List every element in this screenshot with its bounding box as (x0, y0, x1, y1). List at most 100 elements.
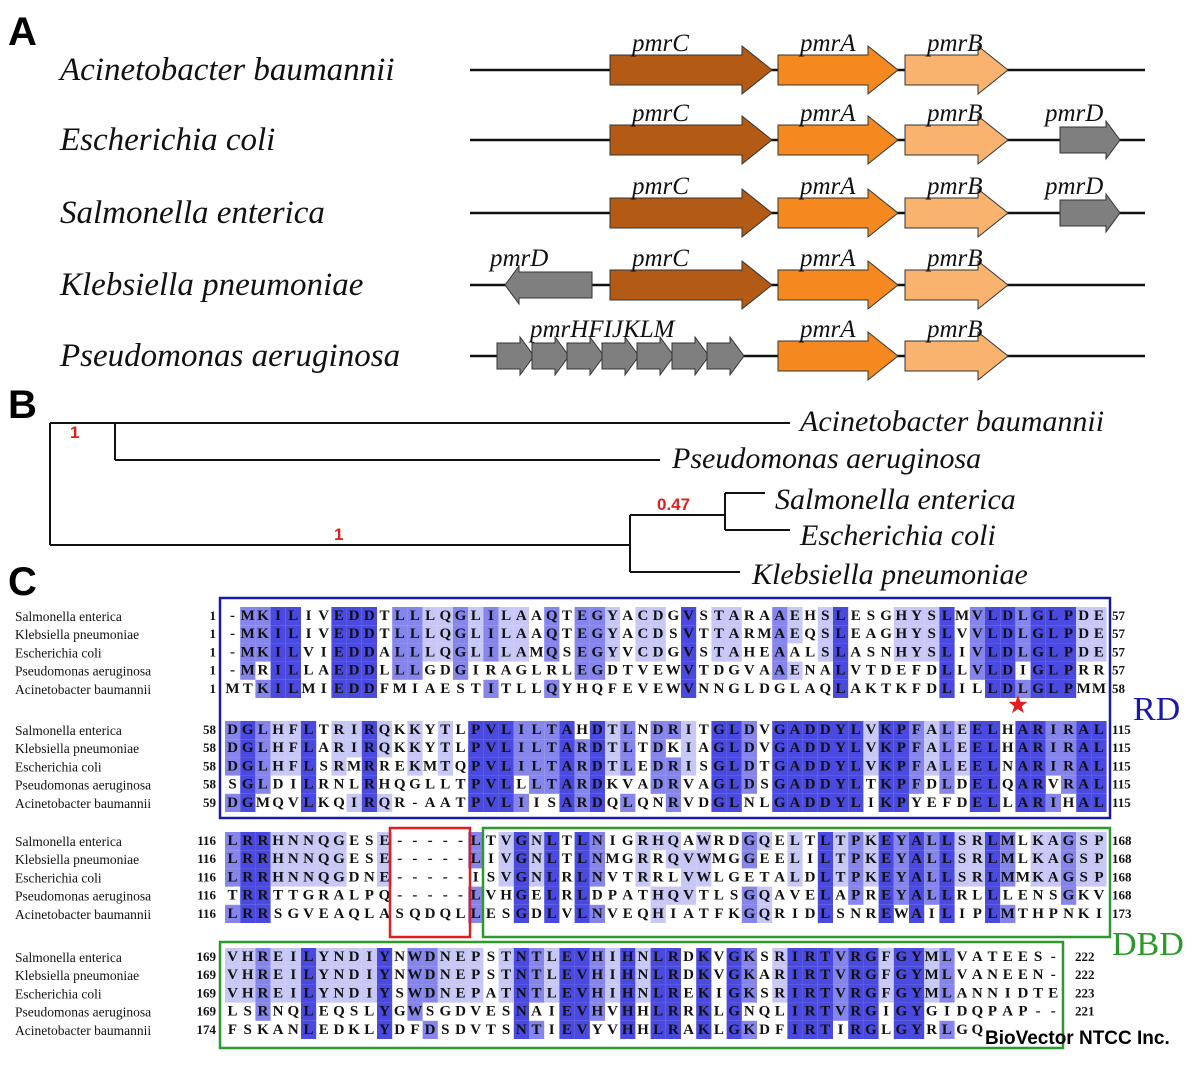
conservation-shade (650, 775, 666, 794)
residue: W (696, 869, 711, 885)
conservation-shade (878, 721, 894, 740)
residue: A (531, 608, 542, 624)
conservation-shade (665, 775, 681, 794)
residue: Y (835, 777, 846, 793)
conservation-shade (301, 948, 317, 967)
conservation-shade (377, 1002, 393, 1021)
residue: I (838, 1022, 844, 1038)
residue: A (1048, 869, 1059, 885)
residue: G (880, 608, 892, 624)
residue: S (958, 869, 966, 885)
residue: Y (379, 985, 390, 1001)
residue: R (333, 722, 344, 738)
conservation-shade (1000, 904, 1016, 923)
residue: D (729, 833, 740, 849)
residue: H (576, 722, 588, 738)
residue: I (306, 626, 312, 642)
residue: A (835, 888, 846, 904)
residue: M (1077, 681, 1091, 697)
residue: P (897, 777, 906, 793)
residue: M (423, 758, 437, 774)
residue: R (394, 795, 405, 811)
residue: P (1064, 644, 1073, 660)
conservation-shade (833, 793, 849, 812)
conservation-shade (817, 793, 833, 812)
conservation-shade (392, 625, 408, 644)
conservation-shade (909, 868, 925, 887)
conservation-shade (331, 679, 347, 698)
residue: S (730, 888, 738, 904)
residue: A (774, 608, 785, 624)
residue: M (241, 663, 255, 679)
species-name: Acinetobacter baumannii (15, 682, 151, 697)
conservation-shade (392, 643, 408, 662)
start-position: 1 (210, 681, 217, 696)
residue: L (942, 949, 952, 965)
residue: W (696, 851, 711, 867)
residue: A (440, 795, 451, 811)
conservation-shade (301, 739, 317, 758)
residue: E (972, 722, 982, 738)
residue: L (455, 906, 465, 922)
conservation-shade (711, 775, 727, 794)
residue: - (443, 851, 448, 867)
conservation-shade (255, 643, 271, 662)
conservation-shade (681, 886, 697, 905)
residue: N (744, 795, 755, 811)
residue: A (850, 644, 861, 660)
conservation-shade (893, 625, 909, 644)
residue: L (531, 663, 541, 679)
residue: E (1094, 626, 1104, 642)
conservation-shade (909, 757, 925, 776)
conservation-shade (498, 757, 514, 776)
residue: E (957, 722, 967, 738)
conservation-shade (741, 886, 757, 905)
residue: G (774, 777, 786, 793)
residue: L (1018, 608, 1028, 624)
residue: H (652, 888, 664, 904)
conservation-shade (255, 868, 271, 887)
residue: T (547, 722, 557, 738)
residue: R (257, 833, 268, 849)
residue: N (531, 851, 542, 867)
residue: Y (911, 626, 922, 642)
residue: F (912, 681, 921, 697)
conservation-shade (240, 739, 256, 758)
conservation-shade (696, 966, 712, 985)
conservation-shade (787, 661, 803, 680)
residue: P (1094, 851, 1103, 867)
residue: I (351, 795, 357, 811)
residue: V (683, 869, 694, 885)
residue: K (698, 1022, 710, 1038)
conservation-shade (1015, 607, 1031, 626)
residue: Q (455, 758, 467, 774)
residue: L (790, 869, 800, 885)
residue: Y (318, 967, 329, 983)
conservation-shade (1030, 850, 1046, 869)
residue: G (713, 777, 725, 793)
residue: - (412, 795, 417, 811)
residue: V (1048, 777, 1059, 793)
residue: T (562, 833, 572, 849)
conservation-shade (255, 886, 271, 905)
residue: R (744, 626, 755, 642)
residue: A (1078, 758, 1089, 774)
residue: S (700, 758, 708, 774)
residue: T (820, 967, 830, 983)
residue: G (728, 663, 740, 679)
residue: A (774, 869, 785, 885)
residue: L (227, 869, 237, 885)
conservation-shade (316, 868, 332, 887)
conservation-shade (331, 661, 347, 680)
residue: L (927, 869, 937, 885)
residue: H (272, 722, 284, 738)
conservation-shade (574, 625, 590, 644)
residue: V (789, 888, 800, 904)
residue: N (1033, 967, 1044, 983)
residue: L (577, 906, 587, 922)
residue: P (1064, 626, 1073, 642)
residue: A (774, 888, 785, 904)
